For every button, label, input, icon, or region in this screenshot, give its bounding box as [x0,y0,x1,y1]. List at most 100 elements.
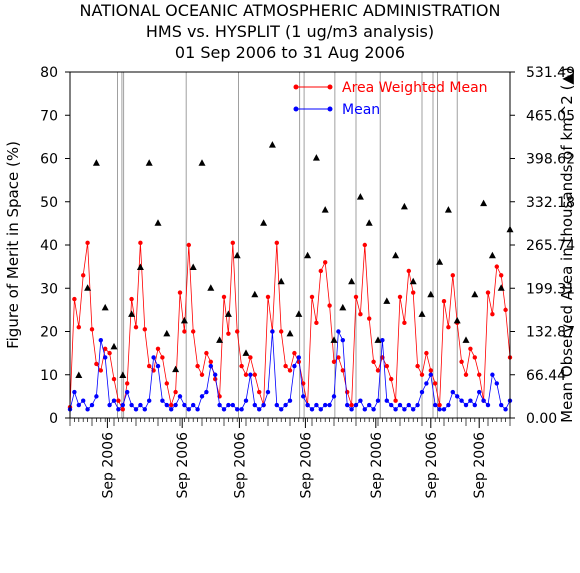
series-point [125,381,130,386]
series-point [208,359,213,364]
area-triangle-marker [163,329,171,337]
series-point [292,350,297,356]
series-point [384,363,389,369]
series-point [349,407,354,412]
series-point [142,407,147,412]
series-point [336,355,341,360]
area-triangle-marker [400,202,408,210]
series-point [494,381,499,386]
series-point [142,327,147,332]
area-triangle-marker [418,310,426,317]
series-point [261,402,266,408]
left-tick-label: 60 [40,152,58,168]
series-point [362,242,367,248]
x-tick-label: Sep 2006 [424,432,440,499]
area-triangle-marker [189,263,197,270]
series-point [490,312,495,317]
x-tick-label: Sep 2006 [369,432,385,499]
x-tick-label: Sep 2006 [298,432,314,499]
series-0 [67,240,513,412]
area-triangle-marker [330,336,338,343]
area-triangle-marker [392,251,400,259]
series-point [296,359,301,364]
area-triangle-marker [427,290,435,298]
area-triangle-marker [321,206,329,213]
series-point [331,394,337,399]
chart-title: NATIONAL OCEANIC ATMOSPHERIC ADMINISTRAT… [80,1,501,62]
series-point [318,268,323,274]
right-tick-label: 531.49 [526,65,575,81]
series-point [362,407,367,412]
area-triangle-marker [172,365,180,373]
series-point [120,402,126,408]
series-point [160,355,165,360]
series-point [199,394,205,399]
series-point [419,389,425,395]
series-point [459,398,464,403]
series-point [353,402,359,408]
series-point [199,372,205,377]
area-triangle-marker [497,284,505,291]
area-triangle-marker [180,316,188,324]
area-triangle-marker [295,310,303,317]
series-point [283,402,288,408]
series-point [441,407,447,412]
area-triangle-marker [128,310,136,317]
legend-swatch-point [293,106,299,112]
series-point [468,398,473,403]
series-point [76,402,82,408]
series-point [81,273,86,278]
series-point [459,359,464,364]
series-point [450,389,455,395]
series-point [195,363,200,369]
area-triangle-marker [304,251,312,259]
series-point [94,361,99,367]
series-point [177,290,183,295]
legend-label: Mean [342,102,380,118]
series-point [182,402,187,408]
series-point [384,398,389,403]
series-point [371,407,376,412]
area-triangle-marker [242,349,250,356]
series-point [147,398,152,403]
series-point [239,407,244,412]
series-point [111,398,117,403]
area-triangle-marker [136,263,144,270]
series-point [230,402,235,408]
area-triangle-marker [101,303,109,311]
series-point [441,299,447,304]
series-point [292,363,297,369]
series-point [191,402,196,408]
right-tick-label: 199.31 [526,281,575,297]
series-point [411,290,416,295]
series-point [195,407,200,412]
series-point [173,389,178,395]
series-point [217,402,222,408]
area-triangle-marker [444,206,452,213]
right-tick-label: 66.44 [526,368,566,384]
series-point [406,268,411,274]
area-triangle-marker [84,284,92,291]
series-point [446,402,451,408]
area-triangle-marker [75,371,83,379]
right-tick-label: 132.87 [526,325,575,341]
series-point [243,398,249,403]
series-point [437,407,442,412]
series-point [182,329,187,334]
series-point [186,407,191,412]
area-triangle-marker [233,251,241,259]
series-point [169,402,174,408]
series-1 [67,329,513,412]
left-tick-label: 20 [40,325,58,341]
series-point [116,407,121,412]
area-triangle-marker [480,199,488,207]
x-tick-label: Sep 2006 [100,432,116,499]
series-point [94,394,99,399]
series-point [72,389,77,395]
series-point [296,355,301,360]
area-triangle-marker [436,258,444,265]
chart-title-line: 01 Sep 2006 to 31 Aug 2006 [175,43,405,62]
y-axis-label-left: Figure of Merit in Space (%) [4,141,22,349]
area-triangle-marker [110,342,118,350]
